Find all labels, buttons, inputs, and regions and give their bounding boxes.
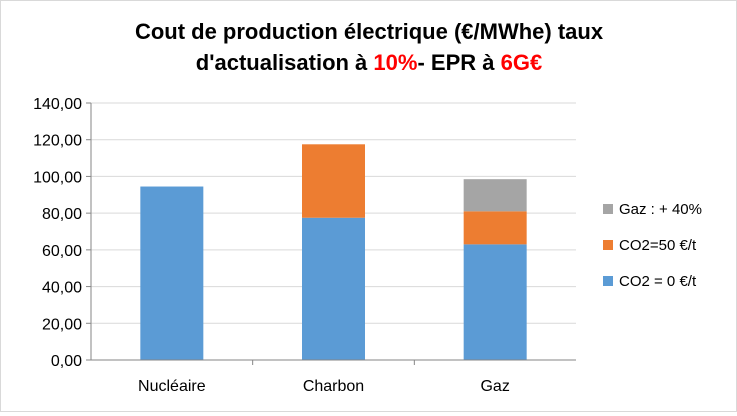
y-tick-label: 40,00 <box>42 280 82 297</box>
chart-title-line-2: d'actualisation à 10%- EPR à 6G€ <box>196 50 542 75</box>
y-tick-label: 60,00 <box>42 243 82 260</box>
legend-item: CO2=50 €/t <box>603 237 697 254</box>
chart-title-line-1: Cout de production électrique (€/MWhe) t… <box>135 19 604 44</box>
chart-title: Cout de production électrique (€/MWhe) t… <box>135 19 604 75</box>
chart-title-prefix: d'actualisation à <box>196 50 374 75</box>
legend: Gaz : + 40% CO2=50 €/t CO2 = 0 €/t <box>603 201 702 290</box>
y-tick-label: 80,00 <box>42 206 82 223</box>
bar-segment <box>302 217 365 360</box>
x-tick-label: Charbon <box>303 378 364 395</box>
legend-label: CO2=50 €/t <box>619 237 697 254</box>
bars <box>140 144 527 360</box>
y-tick-label: 100,00 <box>33 169 82 186</box>
legend-item: Gaz : + 40% <box>603 201 702 218</box>
bar-segment <box>463 244 527 360</box>
chart-title-mid: - EPR à <box>417 50 500 75</box>
x-tick-label: Gaz <box>480 378 509 395</box>
bar-segment <box>463 179 527 212</box>
bar-segment <box>140 186 204 360</box>
y-tick-label: 0,00 <box>51 353 82 370</box>
legend-item: CO2 = 0 €/t <box>603 273 697 290</box>
y-tick-label: 140,00 <box>33 96 82 113</box>
bar-segment <box>463 211 527 245</box>
chart-title-rate: 10% <box>373 50 417 75</box>
legend-swatch <box>603 276 613 286</box>
axes: 0,00 20,00 40,00 60,00 80,00 100,00 120,00 140,… <box>33 96 576 395</box>
legend-swatch <box>603 204 613 214</box>
x-tick-label: Nucléaire <box>138 378 206 395</box>
legend-label: Gaz : + 40% <box>619 201 702 218</box>
y-tick-label: 20,00 <box>42 316 82 333</box>
chart-title-cost: 6G€ <box>501 50 543 75</box>
y-tick-label: 120,00 <box>33 133 82 150</box>
legend-swatch <box>603 240 613 250</box>
legend-label: CO2 = 0 €/t <box>619 273 697 290</box>
bar-segment <box>302 144 365 218</box>
